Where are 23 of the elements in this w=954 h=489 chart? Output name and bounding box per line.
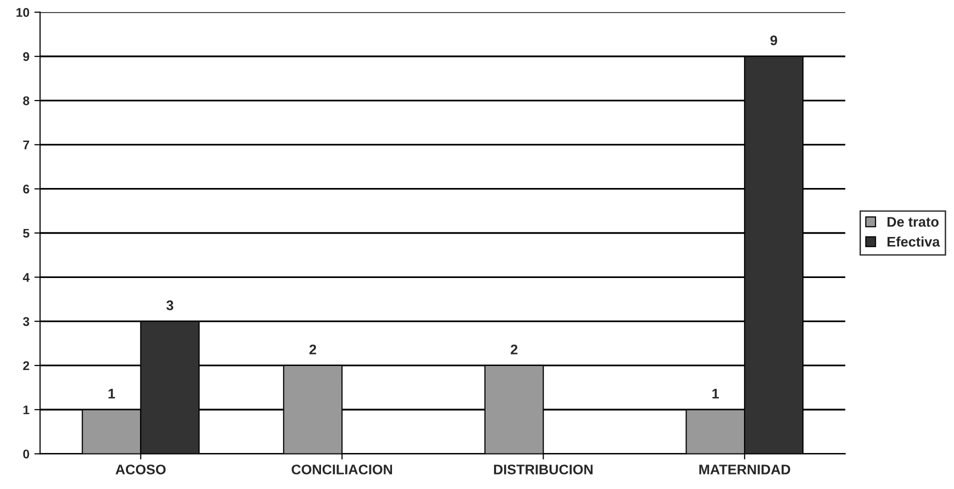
y-tick-label: 2 <box>23 361 30 370</box>
data-label: 1 <box>712 388 719 398</box>
y-tick-label: 9 <box>23 52 30 62</box>
data-label: 1 <box>108 388 116 398</box>
y-tick-label: 4 <box>22 273 30 282</box>
y-tick-label: 3 <box>22 317 30 326</box>
y-tick-label: 6 <box>23 184 30 194</box>
y-tick-label: 10 <box>16 8 30 17</box>
y-tick-label: 5 <box>23 228 30 238</box>
x-tick-label: CONCILIACION <box>292 464 392 474</box>
data-label: 9 <box>770 35 778 46</box>
y-tick-label: 1 <box>23 406 30 414</box>
legend-label: Efectiva <box>888 236 940 247</box>
data-label: 3 <box>166 300 174 310</box>
data-label: 2 <box>309 344 316 354</box>
x-tick-label: ACOSO <box>116 464 166 474</box>
data-label: 2 <box>510 344 518 354</box>
x-tick-label: MATERNIDAD <box>699 464 790 474</box>
y-tick-label: 8 <box>23 96 30 106</box>
y-tick-label: 0 <box>23 450 30 458</box>
legend-label: De trato <box>888 217 939 227</box>
x-tick-label: DISTRIBUCION <box>494 464 593 474</box>
y-tick-label: 7 <box>23 140 30 150</box>
